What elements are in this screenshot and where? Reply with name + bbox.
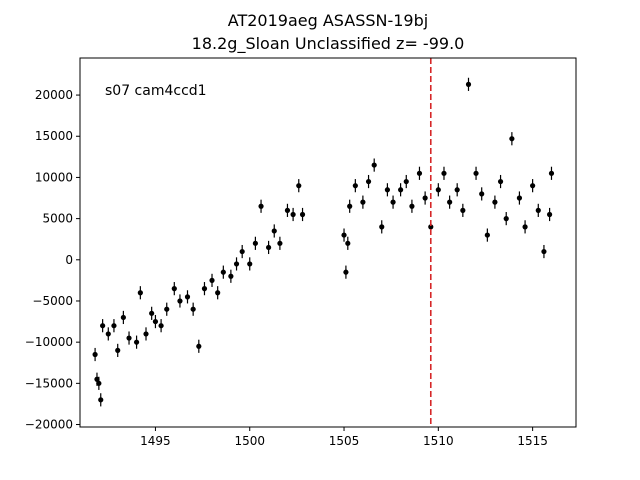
data-point — [177, 298, 183, 304]
data-point — [403, 178, 409, 185]
data-point — [509, 136, 515, 142]
data-point — [126, 335, 132, 341]
data-point — [96, 380, 102, 386]
data-point — [98, 397, 104, 403]
x-tick-label: 1505 — [329, 434, 360, 448]
data-point — [133, 339, 140, 345]
data-point — [428, 224, 434, 230]
data-point — [416, 170, 423, 176]
data-point — [209, 277, 215, 283]
data-point — [484, 232, 490, 238]
data-point — [343, 269, 349, 275]
data-point — [398, 187, 404, 193]
data-point — [143, 331, 149, 337]
data-point — [265, 244, 272, 251]
y-tick-label: −10000 — [25, 335, 73, 349]
y-tick-label: −5000 — [32, 294, 73, 308]
data-point — [149, 310, 155, 316]
chart-annotation: s07 cam4ccd1 — [105, 83, 207, 99]
data-point — [164, 306, 170, 312]
data-point — [441, 170, 447, 176]
data-point — [277, 240, 283, 246]
data-point — [503, 216, 509, 222]
data-point — [352, 183, 358, 189]
data-point — [460, 207, 466, 213]
x-tick-label: 1500 — [234, 434, 265, 448]
data-point — [546, 211, 553, 218]
data-point — [516, 195, 523, 201]
data-point — [435, 187, 441, 193]
data-point — [492, 199, 498, 205]
y-tick-label: −20000 — [25, 418, 73, 432]
x-tick-label: 1495 — [140, 434, 171, 448]
data-point — [137, 290, 143, 296]
data-point — [390, 199, 396, 205]
x-tick-label: 1510 — [423, 434, 454, 448]
data-point — [548, 170, 555, 176]
x-axis: 1495 1500 1505 1510 1515 — [140, 427, 548, 448]
data-point — [465, 81, 472, 87]
data-point — [422, 195, 428, 201]
data-point — [120, 314, 126, 321]
plot-area — [80, 58, 576, 427]
y-axis: −20000 −15000 −10000 −5000 0 5000 10000 15000 20… — [25, 88, 80, 432]
data-point — [347, 203, 353, 209]
data-point — [196, 343, 202, 349]
data-point — [299, 211, 306, 218]
data-point — [541, 248, 547, 255]
data-point — [379, 224, 385, 230]
data-point — [220, 269, 226, 275]
data-point — [345, 240, 351, 246]
y-tick-label: 20000 — [35, 88, 73, 102]
data-point — [247, 261, 253, 267]
y-tick-label: 10000 — [35, 170, 73, 184]
data-point — [473, 170, 479, 176]
data-point — [92, 351, 98, 358]
data-point — [530, 183, 536, 189]
data-point — [284, 207, 291, 213]
data-point — [252, 240, 258, 246]
data-point — [497, 178, 504, 185]
data-point — [158, 323, 164, 329]
data-point — [115, 347, 121, 353]
data-point — [365, 178, 372, 185]
data-point — [360, 199, 366, 205]
y-tick-label: −15000 — [25, 376, 73, 390]
data-point — [105, 331, 111, 337]
data-point — [447, 199, 453, 205]
data-point — [152, 318, 159, 325]
data-point — [184, 294, 191, 300]
data-point — [190, 306, 196, 312]
data-point — [535, 207, 541, 213]
data-point — [171, 286, 177, 292]
data-point — [215, 290, 221, 296]
data-point — [371, 162, 377, 168]
data-point — [233, 261, 240, 267]
plot-frame — [79, 57, 577, 428]
data-point — [296, 183, 302, 189]
data-point — [111, 323, 117, 329]
data-point — [239, 248, 245, 255]
data-point — [258, 203, 264, 209]
data-point — [409, 203, 415, 209]
data-point — [384, 187, 391, 193]
y-tick-label: 5000 — [42, 212, 73, 226]
data-point — [522, 224, 528, 230]
data-point — [271, 228, 277, 234]
data-point — [100, 323, 106, 329]
data-point — [290, 211, 296, 218]
data-point — [454, 187, 460, 193]
x-tick-label: 1515 — [517, 434, 548, 448]
y-tick-label: 15000 — [35, 129, 73, 143]
data-point — [341, 232, 347, 238]
data-layer — [92, 77, 555, 407]
y-tick-label: 0 — [65, 253, 73, 267]
data-point — [228, 273, 234, 279]
data-point — [201, 286, 208, 292]
data-point — [479, 191, 485, 197]
chart-title-line1: AT2019aeg ASASSN-19bj — [228, 11, 428, 30]
chart-title-line2: 18.2g_Sloan Unclassified z= -99.0 — [192, 34, 465, 54]
